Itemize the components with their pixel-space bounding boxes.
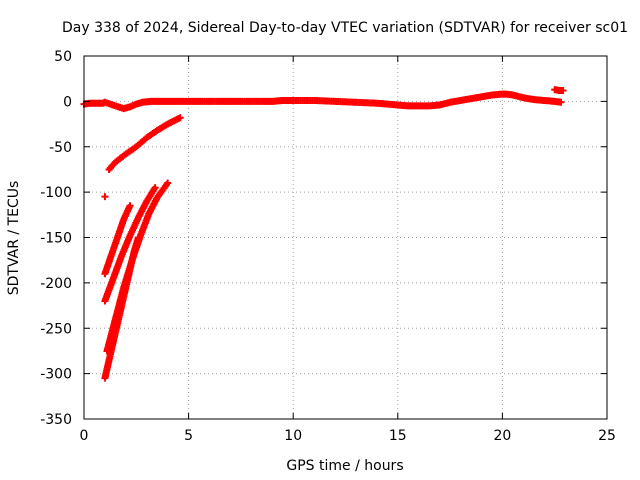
- grid-lines: [84, 56, 607, 419]
- y-tick-label: -50: [49, 140, 72, 156]
- data-point: [559, 86, 567, 94]
- data-point: [176, 114, 184, 122]
- data-point: [557, 98, 565, 106]
- series-group: [101, 184, 159, 305]
- x-tick-label: 25: [598, 428, 616, 444]
- series-group: [101, 193, 109, 201]
- y-tick-label: -300: [40, 367, 72, 383]
- series-group: [551, 86, 567, 94]
- x-axis-label: GPS time / hours: [286, 458, 403, 474]
- data-point: [134, 234, 142, 241]
- y-tick-label: 0: [63, 94, 72, 110]
- y-tick-label: 50: [54, 49, 72, 65]
- series-group: [101, 234, 142, 382]
- x-tick-label: 20: [493, 428, 511, 444]
- series-group: [101, 202, 134, 278]
- y-axis-label: SDTVAR / TECUs: [6, 181, 22, 296]
- y-tick-label: -200: [40, 276, 72, 292]
- y-tick-label: -150: [40, 231, 72, 247]
- x-tick-label: 10: [284, 428, 302, 444]
- x-tick-label: 15: [389, 428, 407, 444]
- y-tick-label: -350: [40, 412, 72, 428]
- chart-title: Day 338 of 2024, Sidereal Day-to-day VTE…: [62, 20, 628, 36]
- data-point: [151, 184, 159, 192]
- data-point: [101, 193, 109, 201]
- x-tick-label: 0: [80, 428, 89, 444]
- y-tick-label: -250: [40, 321, 72, 337]
- data-point: [126, 202, 134, 210]
- series-group: [105, 114, 184, 173]
- data-point: [164, 179, 172, 187]
- series-group: [80, 90, 565, 113]
- y-tick-label: -100: [40, 185, 72, 201]
- data-marks: [80, 86, 567, 382]
- axis-ticks: 0 5 10 15 20 25 50 0 -50 -100 -150 -200 -250 -300 -350: [40, 49, 616, 444]
- x-tick-label: 5: [184, 428, 193, 444]
